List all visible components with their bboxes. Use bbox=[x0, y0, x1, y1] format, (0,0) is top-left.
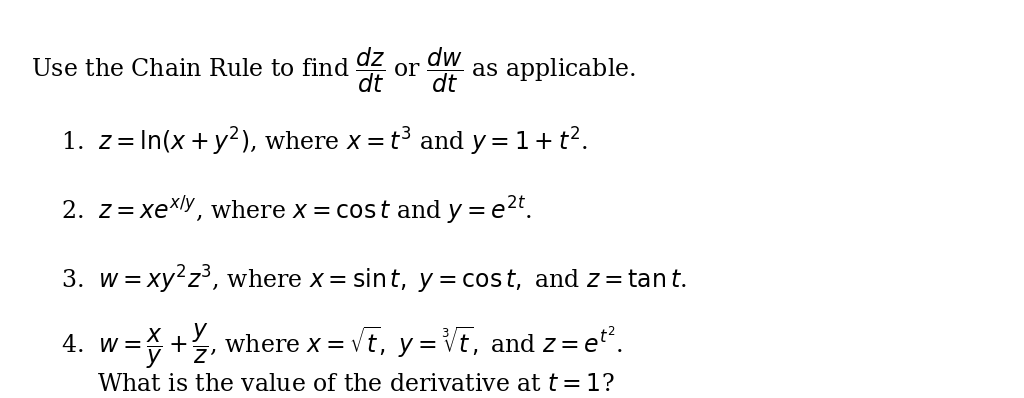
Text: What is the value of the derivative at $t = 1$?: What is the value of the derivative at $… bbox=[97, 373, 614, 396]
Text: 4.  $w = \dfrac{x}{y} + \dfrac{y}{z}$, where $x = \sqrt{t},\ y = \sqrt[3]{t},$ a: 4. $w = \dfrac{x}{y} + \dfrac{y}{z}$, wh… bbox=[61, 322, 624, 371]
Text: 2.  $z = xe^{x/y}$, where $x = \cos t$ and $y = e^{2t}$.: 2. $z = xe^{x/y}$, where $x = \cos t$ an… bbox=[61, 195, 532, 227]
Text: 3.  $w = xy^2z^3$, where $x = \sin t,\ y = \cos t,$ and $z = \tan t$.: 3. $w = xy^2z^3$, where $x = \sin t,\ y … bbox=[61, 264, 687, 296]
Text: 1.  $z = \ln(x + y^2)$, where $x = t^3$ and $y = 1 + t^2$.: 1. $z = \ln(x + y^2)$, where $x = t^3$ a… bbox=[61, 126, 588, 158]
Text: Use the Chain Rule to find $\dfrac{dz}{dt}$ or $\dfrac{dw}{dt}$ as applicable.: Use the Chain Rule to find $\dfrac{dz}{d… bbox=[31, 46, 636, 95]
